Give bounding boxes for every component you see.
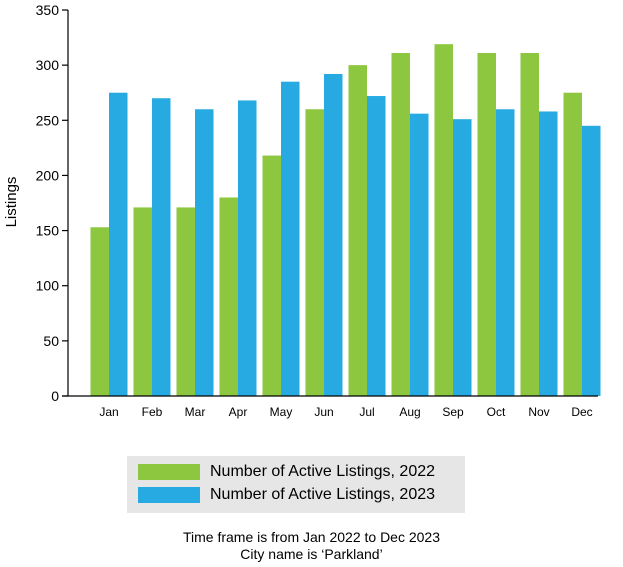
legend-swatch-2022 [138, 463, 200, 480]
bars-group [90, 44, 601, 397]
y-tick-label: 100 [36, 278, 60, 294]
bar-dec-2023 [582, 125, 601, 397]
bar-aug-2022 [391, 53, 410, 397]
x-tick-label: Dec [571, 405, 592, 419]
bar-jun-2023 [324, 73, 343, 397]
bar-feb-2022 [133, 207, 152, 396]
bar-sep-2022 [434, 44, 453, 397]
city-note: City name is ‘Parkland’ [240, 546, 383, 562]
y-tick-label: 50 [43, 333, 59, 349]
x-tick-label: Nov [528, 405, 549, 419]
bar-mar-2023 [195, 109, 214, 396]
bar-may-2022 [262, 155, 281, 396]
bar-chart: 0 50 100 150 200 250 300 350 Jan Feb Mar Apr May Jun… [3, 2, 601, 419]
bar-jan-2023 [109, 92, 128, 396]
x-axis-labels: Jan Feb Mar Apr May Jun Jul Aug Sep Oct Nov Dec [99, 405, 592, 419]
bar-oct-2022 [477, 53, 496, 397]
legend-item-2023: Number of Active Listings, 2023 [138, 483, 465, 506]
y-axis-ticks: 0 50 100 150 200 250 300 350 [36, 2, 68, 404]
bar-apr-2023 [238, 100, 257, 396]
legend-item-2022: Number of Active Listings, 2022 [138, 460, 465, 483]
y-tick-label: 300 [36, 57, 60, 73]
x-tick-label: Oct [487, 405, 506, 419]
y-tick-label: 350 [36, 2, 60, 18]
bar-jun-2022 [305, 109, 324, 396]
bar-sep-2023 [453, 119, 472, 396]
x-tick-label: Aug [399, 405, 420, 419]
legend-label-2023: Number of Active Listings, 2023 [210, 485, 436, 503]
x-tick-label: Feb [142, 405, 163, 419]
bar-may-2023 [281, 81, 300, 396]
y-tick-label: 200 [36, 167, 60, 183]
y-tick-label: 250 [36, 112, 60, 128]
y-tick-label: 150 [36, 223, 60, 239]
y-axis-title: Listings [3, 177, 20, 228]
x-tick-label: Sep [442, 405, 464, 419]
legend-swatch-2023 [138, 486, 200, 503]
bar-nov-2022 [520, 53, 539, 397]
x-tick-label: May [270, 405, 293, 419]
bar-feb-2023 [152, 98, 171, 396]
chart-legend: Number of Active Listings, 2022 Number o… [127, 456, 465, 513]
legend-label-2022: Number of Active Listings, 2022 [210, 462, 436, 480]
x-tick-label: Jul [359, 405, 374, 419]
x-tick-label: Jan [99, 405, 118, 419]
bar-apr-2022 [219, 197, 238, 396]
bar-aug-2023 [410, 113, 429, 396]
bar-jul-2023 [367, 96, 386, 396]
bar-mar-2022 [176, 207, 195, 396]
bar-oct-2023 [496, 109, 515, 396]
bar-nov-2023 [539, 111, 558, 396]
bar-jan-2022 [90, 227, 109, 396]
y-tick-label: 0 [51, 388, 59, 404]
x-tick-label: Mar [185, 405, 206, 419]
timeframe-note: Time frame is from Jan 2022 to Dec 2023 [182, 529, 441, 545]
x-tick-label: Apr [229, 405, 248, 419]
x-tick-label: Jun [314, 405, 333, 419]
bar-jul-2022 [348, 65, 367, 397]
bar-dec-2022 [563, 92, 582, 396]
